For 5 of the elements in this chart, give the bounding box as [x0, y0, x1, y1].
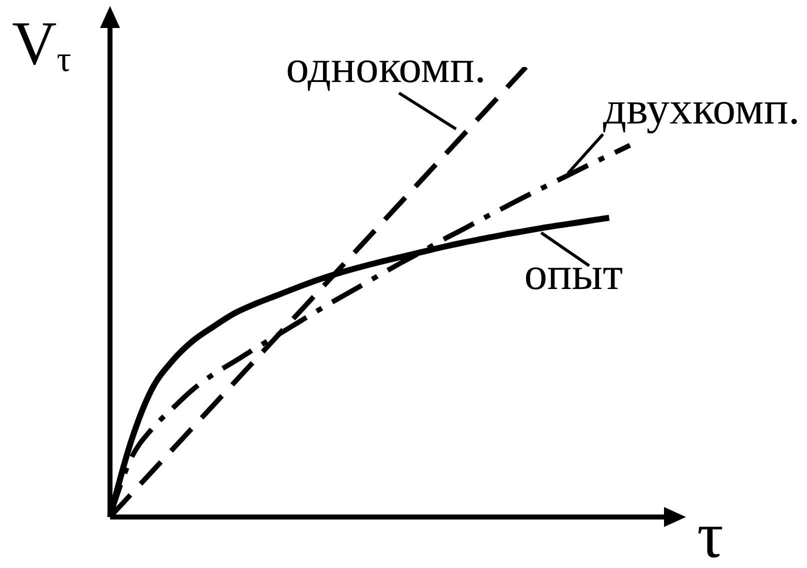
series-label: однокомп. — [286, 41, 486, 92]
legend-label: опыт — [524, 248, 623, 299]
x-axis-title: τ — [697, 499, 724, 568]
series-label: двухкомп. — [603, 82, 800, 134]
y-axis-title: V$_{τ}$ — [12, 10, 72, 80]
